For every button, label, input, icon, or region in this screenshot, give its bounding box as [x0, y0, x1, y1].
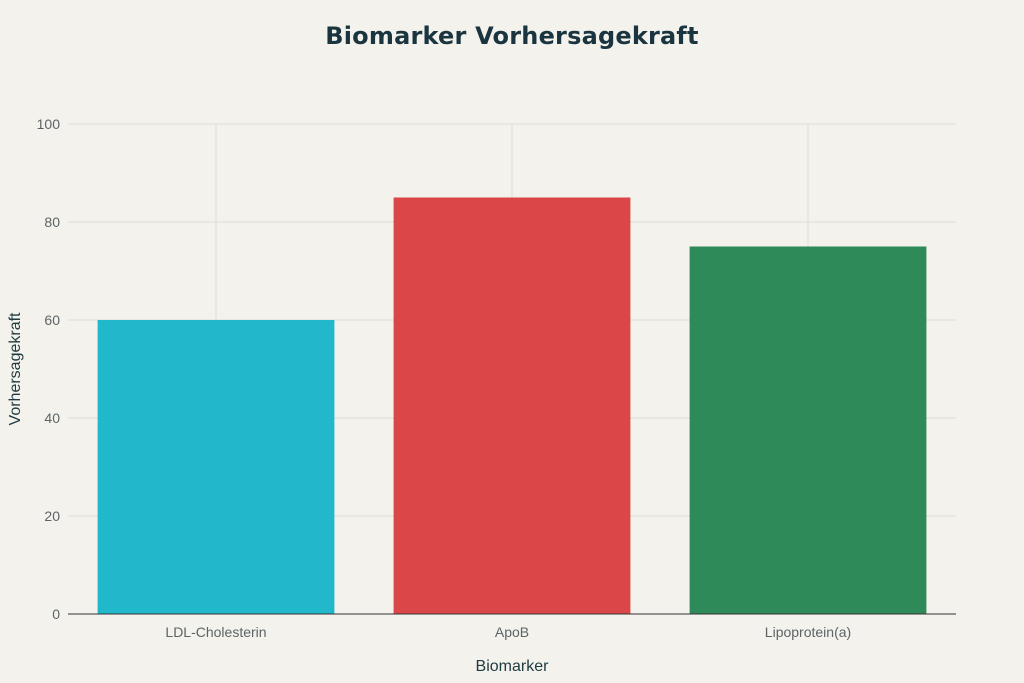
- y-tick-label: 60: [44, 312, 60, 328]
- y-axis-title: Vorhersagekraft: [7, 312, 24, 426]
- x-tick-label: LDL-Cholesterin: [165, 624, 266, 640]
- bar-ldl-cholesterin[interactable]: [97, 320, 335, 614]
- x-tick-label: ApoB: [495, 624, 529, 640]
- y-tick-label: 80: [44, 214, 60, 230]
- bar-lipoprotein-a[interactable]: [689, 246, 927, 615]
- y-tick-label: 0: [52, 606, 60, 622]
- y-tick-label: 40: [44, 410, 60, 426]
- x-axis-title: Biomarker: [476, 658, 550, 675]
- y-tick-label: 100: [37, 116, 61, 132]
- y-tick-label: 20: [44, 508, 60, 524]
- x-tick-label: Lipoprotein(a): [765, 624, 851, 640]
- chart-title: Biomarker Vorhersagekraft: [325, 22, 699, 50]
- bar-apob[interactable]: [393, 197, 631, 615]
